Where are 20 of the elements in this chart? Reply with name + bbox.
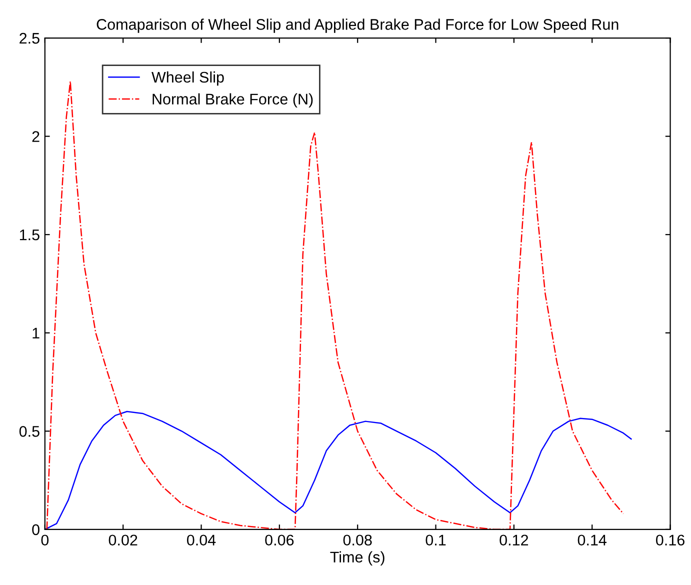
x-tick-label: 0.06: [265, 534, 294, 546]
y-tick-label: 1: [32, 328, 40, 338]
x-tick-label: 0.04: [186, 534, 216, 546]
x-axis-title: Time (s): [330, 551, 384, 566]
legend-label: Wheel Slip: [152, 71, 224, 86]
x-tick-label: 0.14: [578, 534, 607, 546]
x-tick-label: 0: [41, 534, 49, 546]
x-tick-label: 0.1: [426, 534, 446, 546]
chart-title: Comaparison of Wheel Slip and Applied Brake Pad Force for Low Speed Run: [96, 18, 618, 33]
y-tick-label: 2.5: [20, 32, 40, 44]
x-tick-label: 0.02: [108, 534, 138, 546]
y-tick-label: 2: [32, 131, 40, 142]
y-tick-label: 1.5: [20, 230, 40, 240]
line-series: [44, 410, 632, 530]
y-tick-label: 0: [32, 524, 40, 536]
x-tick-label: 0.12: [500, 534, 528, 546]
x-tick-label: 0.08: [343, 534, 372, 546]
x-tick-label: 0.16: [656, 534, 684, 546]
y-tick-label: 0.5: [19, 426, 40, 437]
legend-label: Normal Brake Force (N): [152, 93, 313, 108]
